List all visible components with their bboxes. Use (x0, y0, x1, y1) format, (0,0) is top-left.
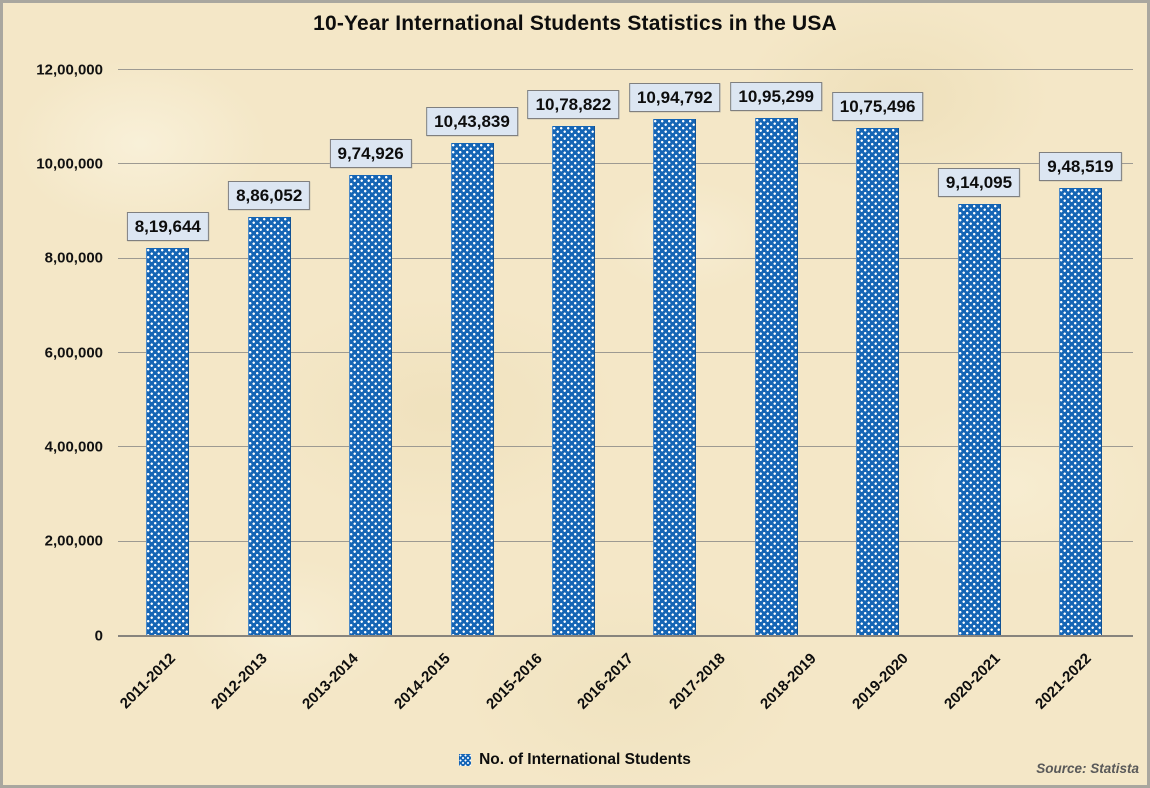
bar-value-label: 10,94,792 (628, 82, 721, 112)
bar-value-label: 8,19,644 (126, 212, 209, 242)
x-axis-tick-label: 2014-2015 (391, 650, 454, 713)
bar (146, 248, 190, 635)
x-axis-tick-label: 2021-2022 (1032, 650, 1096, 713)
bar-value-label: 9,14,095 (937, 167, 1021, 197)
legend-label: No. of International Students (479, 751, 691, 768)
bar-value-label: 10,95,299 (730, 82, 823, 112)
y-axis-tick-label: 8,00,000 (44, 249, 103, 267)
x-axis-tick-label: 2011-2012 (116, 650, 180, 713)
bar-value-label: 10,78,822 (527, 90, 620, 120)
x-axis-tick-label: 2012-2013 (207, 650, 271, 713)
legend: No. of International Students (3, 751, 1147, 769)
x-axis-tick-label: 2016-2017 (574, 650, 638, 713)
y-axis-tick-label: 2,00,000 (44, 532, 103, 550)
x-axis-tick-label: 2019-2020 (849, 650, 912, 713)
bar (754, 118, 798, 635)
y-gridline (118, 257, 1133, 259)
y-gridline (118, 540, 1133, 542)
bar-value-label: 9,74,926 (329, 139, 412, 169)
y-axis-tick-label: 4,00,000 (44, 438, 103, 456)
chart-title: 10-Year International Students Statistic… (313, 12, 837, 35)
bar-value-label: 10,75,496 (831, 91, 924, 121)
x-axis-tick-label: 2020-2021 (940, 650, 1004, 713)
bar (856, 127, 900, 635)
y-axis-tick-label: 12,00,000 (36, 61, 103, 78)
x-axis-line (118, 635, 1133, 637)
source-note: Source: Statista (1036, 761, 1139, 776)
y-gridline (118, 446, 1133, 448)
bar (653, 118, 697, 635)
y-gridline (118, 352, 1133, 353)
y-gridline (118, 163, 1133, 165)
legend-swatch-dotted-bar-icon (459, 754, 472, 766)
bar-value-label: 8,86,052 (228, 181, 311, 211)
bar-value-label: 9,48,519 (1039, 151, 1122, 181)
x-axis-tick-label: 2017-2018 (665, 650, 729, 713)
bar (247, 217, 291, 635)
y-gridline (118, 69, 1133, 70)
bar (957, 203, 1001, 635)
y-axis-tick-label: 6,00,000 (44, 344, 103, 361)
x-axis-tick-label: 2015-2016 (482, 650, 546, 713)
bar (450, 142, 494, 635)
bar (349, 175, 393, 635)
bar (551, 126, 595, 635)
bar-value-label: 10,43,839 (426, 106, 518, 136)
y-axis-tick-label: 0 (94, 627, 103, 644)
y-axis-tick-label: 10,00,000 (36, 155, 103, 173)
x-axis-tick-label: 2018-2019 (757, 650, 821, 713)
x-axis-tick-label: 2013-2014 (299, 650, 363, 713)
bar (1058, 187, 1102, 635)
